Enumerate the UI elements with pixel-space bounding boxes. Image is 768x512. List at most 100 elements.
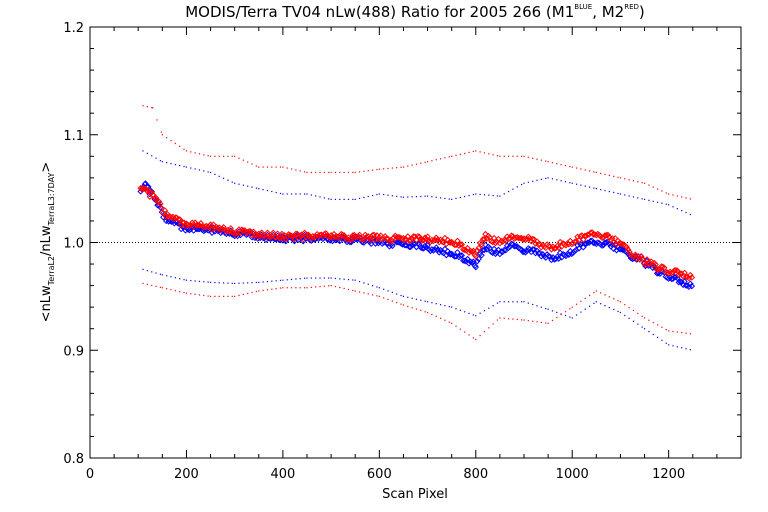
m2-lower-envelope-point bbox=[343, 287, 345, 290]
m2-upper-envelope-point bbox=[479, 151, 481, 153]
m2-lower-envelope-point bbox=[376, 295, 378, 297]
m1-lower-envelope-point bbox=[323, 277, 325, 279]
m1-upper-envelope-point bbox=[170, 163, 172, 165]
m2-upper-envelope-point bbox=[676, 195, 678, 197]
m1-upper-envelope-point bbox=[472, 193, 474, 196]
m2-lower-envelope-point bbox=[391, 300, 393, 302]
m1-upper-envelope-point bbox=[451, 198, 453, 200]
m1-ratio-point bbox=[682, 282, 690, 289]
m1-lower-envelope-point bbox=[266, 280, 269, 283]
m1-ratio-point bbox=[675, 279, 683, 286]
m2-upper-envelope-point bbox=[358, 171, 361, 173]
axes: 0 200 400 600 800 1000 1200 0.8 0.9 1.0 1.1 1.2 bbox=[63, 21, 742, 482]
m2-lower-envelope-point bbox=[198, 294, 201, 296]
m1-ratio-point bbox=[529, 246, 536, 253]
m1-lower-envelope-point bbox=[310, 277, 312, 279]
m1-lower-envelope-point bbox=[358, 280, 361, 283]
m1-upper-envelope-point bbox=[376, 193, 378, 196]
m2-ratio-point bbox=[161, 207, 168, 214]
m2-lower-envelope-point bbox=[424, 311, 426, 313]
m1-upper-envelope-point bbox=[595, 188, 597, 190]
m2-ratio-point bbox=[675, 271, 683, 278]
m1-lower-envelope-point bbox=[347, 279, 350, 281]
m2-lower-envelope-point bbox=[689, 333, 691, 335]
m1-upper-envelope-point bbox=[661, 202, 663, 204]
m1-ratio-point bbox=[462, 258, 470, 265]
m2-ratio-point bbox=[427, 238, 434, 246]
m2-upper-envelope-point bbox=[584, 169, 586, 171]
m2-upper-envelope-point bbox=[545, 160, 547, 162]
m2-upper-envelope-point bbox=[214, 155, 216, 157]
m1-lower-envelope-point bbox=[174, 277, 176, 279]
m2-lower-envelope-point bbox=[499, 317, 501, 319]
m2-ratio-point bbox=[171, 215, 178, 223]
m2-ratio-point bbox=[302, 233, 310, 240]
m1-lower-envelope-point bbox=[155, 272, 157, 274]
m1-upper-envelope-point bbox=[641, 198, 643, 200]
m2-lower-envelope-point bbox=[540, 321, 542, 324]
m2-lower-envelope-point bbox=[159, 286, 162, 288]
m2-ratio-point bbox=[637, 252, 645, 260]
m2-ratio-point bbox=[289, 233, 297, 240]
m2-lower-envelope-point bbox=[383, 297, 385, 299]
m1-ratio-point bbox=[161, 211, 168, 218]
m2-upper-envelope-point bbox=[523, 155, 525, 157]
m1-ratio-point bbox=[587, 237, 594, 245]
m1-lower-envelope-point bbox=[299, 278, 301, 280]
m1-upper-envelope-point bbox=[560, 180, 562, 182]
m1-lower-envelope-point bbox=[560, 313, 562, 315]
m2-ratio-point bbox=[336, 234, 343, 242]
m2-upper-envelope-point bbox=[507, 155, 510, 157]
m1-ratio-point bbox=[512, 242, 520, 250]
m1-upper-envelope-point bbox=[303, 193, 306, 195]
m2-lower-envelope-point bbox=[628, 306, 630, 309]
m2-ratio-point bbox=[217, 226, 224, 234]
m1-lower-envelope-point bbox=[464, 311, 466, 313]
m1-lower-envelope-point bbox=[556, 311, 558, 314]
m2-ratio-point bbox=[646, 259, 654, 267]
m1-upper-envelope-point bbox=[323, 197, 325, 199]
m1-ratio-point bbox=[218, 228, 226, 235]
m1-ratio-point bbox=[688, 282, 696, 290]
m2-lower-envelope-point bbox=[564, 311, 567, 313]
m1-upper-envelope-point bbox=[617, 192, 619, 195]
m2-ratio-point bbox=[604, 231, 612, 239]
m2-ratio-point bbox=[275, 234, 283, 241]
m2-lower-envelope-point bbox=[575, 303, 578, 305]
m2-lower-envelope-point bbox=[681, 332, 683, 334]
m1-lower-envelope-point bbox=[303, 277, 306, 279]
m2-ratio-point bbox=[457, 241, 464, 248]
m1-upper-envelope-point bbox=[435, 196, 437, 198]
m2-upper-envelope-point bbox=[354, 171, 356, 174]
m2-upper-envelope-point bbox=[306, 171, 308, 174]
m1-upper-envelope-point bbox=[271, 190, 273, 193]
m2-lower-envelope-point bbox=[426, 311, 429, 314]
m1-lower-envelope-point bbox=[604, 305, 606, 307]
m2-upper-envelope-point bbox=[560, 163, 562, 166]
m2-lower-envelope-point bbox=[218, 295, 220, 297]
m2-lower-envelope-point bbox=[371, 294, 374, 296]
m2-upper-envelope-point bbox=[179, 145, 181, 147]
m2-lower-envelope-point bbox=[179, 291, 181, 293]
m1-upper-envelope-point bbox=[600, 188, 602, 191]
m2-lower-envelope-point bbox=[455, 325, 457, 327]
m2-ratio-point bbox=[327, 232, 335, 239]
m2-lower-envelope-point bbox=[354, 290, 356, 292]
m2-ratio-point bbox=[451, 241, 458, 249]
m2-lower-envelope-point bbox=[170, 289, 172, 291]
m2-lower-envelope-point bbox=[613, 298, 615, 300]
m1-lower-envelope-point bbox=[286, 279, 288, 281]
m2-lower-envelope-point bbox=[507, 318, 510, 320]
m2-ratio-point bbox=[603, 232, 610, 239]
m1-upper-envelope-point bbox=[391, 195, 393, 197]
m2-upper-envelope-point bbox=[330, 171, 332, 174]
m1-upper-envelope-point bbox=[540, 178, 542, 180]
m2-upper-envelope-point bbox=[258, 166, 260, 168]
m2-ratio-point bbox=[154, 198, 161, 206]
m1-lower-envelope-point bbox=[479, 312, 481, 314]
m1-lower-envelope-point bbox=[551, 310, 554, 312]
m1-lower-envelope-point bbox=[354, 279, 356, 281]
m1-upper-envelope-point bbox=[242, 184, 244, 186]
m1-lower-envelope-point bbox=[536, 305, 538, 307]
m2-lower-envelope-point bbox=[363, 292, 365, 294]
